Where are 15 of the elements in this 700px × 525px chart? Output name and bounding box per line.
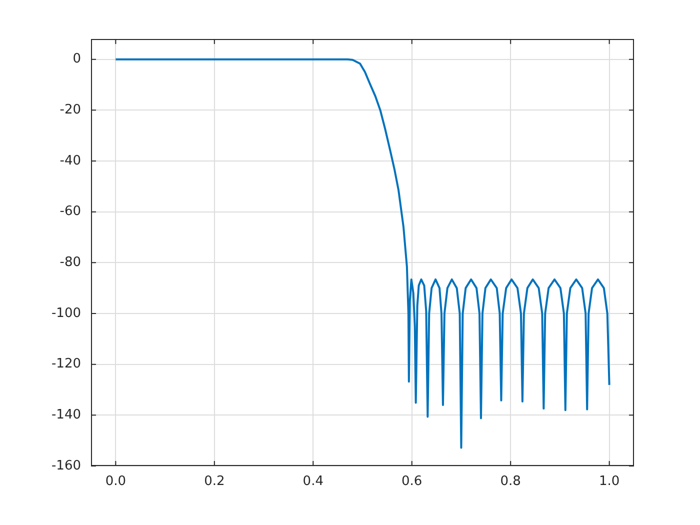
x-tick-label: 0.0 (105, 474, 126, 490)
y-tick-label: -140 (51, 408, 81, 423)
y-tick-label: -100 (51, 306, 81, 321)
y-tick-label: -120 (51, 356, 81, 372)
y-tick-label: -40 (60, 153, 81, 168)
y-tick-label: -60 (60, 204, 81, 220)
y-tick-label: -20 (60, 102, 81, 118)
x-tick-label: 0.4 (302, 474, 324, 490)
x-tick-label: 0.6 (402, 474, 422, 490)
x-tick-label: 0.2 (204, 474, 225, 490)
x-tick-label: 1.0 (598, 474, 620, 490)
y-tick-label: -160 (51, 458, 81, 474)
y-tick-label: 0 (72, 52, 81, 67)
x-tick-label: 0.8 (500, 474, 521, 490)
y-tick-label: -80 (60, 255, 81, 270)
